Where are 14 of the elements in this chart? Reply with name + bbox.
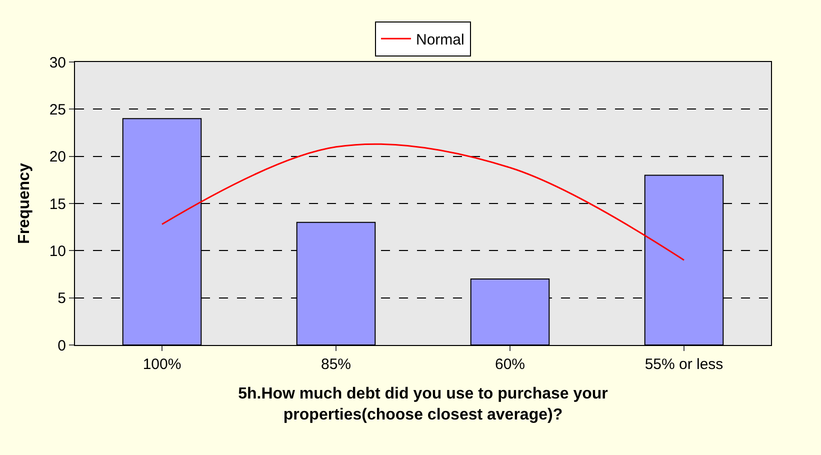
y-tick-label: 25	[49, 101, 66, 118]
y-tick-label: 10	[49, 242, 66, 260]
y-tick-label: 5	[58, 290, 66, 308]
y-tick-label: 30	[49, 54, 66, 72]
x-tick-label: 60%	[494, 356, 526, 373]
legend-label: Normal	[416, 31, 464, 48]
y-axis-title: Frequency	[16, 162, 34, 244]
y-tick-label: 15	[49, 196, 66, 213]
x-tick-label: 85%	[320, 356, 352, 373]
x-tick-label: 55% or less	[644, 356, 724, 373]
x-axis-title: 5h.How much debt did you use to purchase your properties(choose closest average)?	[238, 386, 608, 424]
x-tick-label: 100%	[142, 356, 182, 373]
y-tick-label: 0	[58, 337, 66, 354]
y-tick-label: 20	[49, 148, 66, 166]
